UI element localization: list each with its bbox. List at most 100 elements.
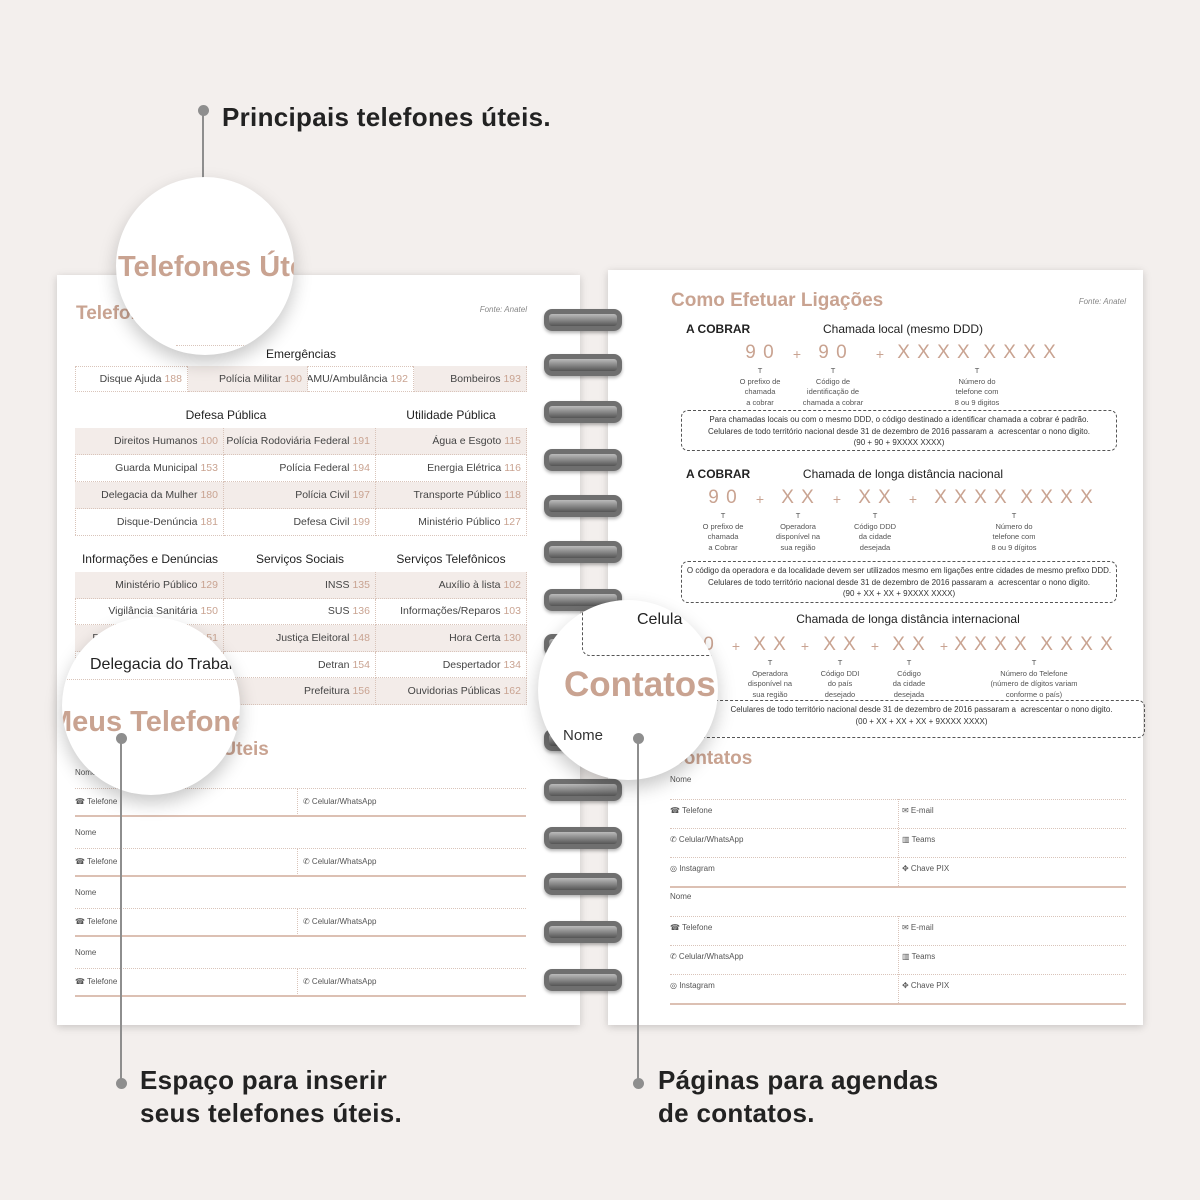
dial-digits: X X X X X X X X xyxy=(954,634,1114,655)
phone-entry: Direitos Humanos 100 xyxy=(75,428,224,455)
entry-number: 102 xyxy=(503,578,521,591)
digit-caption: T Operadora disponível na sua região xyxy=(747,658,793,699)
divider xyxy=(898,799,899,886)
contact-field-label: ☎ Telefone xyxy=(670,923,713,932)
divider xyxy=(176,345,294,346)
info-note: Celulares de todo território nacional de… xyxy=(698,700,1145,738)
plus-sign: + xyxy=(755,491,765,507)
phone-entry: Disque-Denúncia 181 xyxy=(75,509,224,536)
entry-number: 115 xyxy=(504,435,521,447)
digit-caption: T Operadora disponível na sua região xyxy=(775,511,821,552)
digit-caption: T Código de identificação de chamada a c… xyxy=(802,366,864,407)
divider xyxy=(75,935,526,937)
callout-dot xyxy=(633,1078,644,1089)
entry-label: Hora Certa xyxy=(449,631,501,644)
digit-caption: T Código da cidade desejada xyxy=(892,658,926,699)
phone-entry: Defesa Civil 199 xyxy=(224,509,376,536)
digit-caption: T Código DDD da cidade desejada xyxy=(853,511,897,552)
phone-entry: Ministério Público 127 xyxy=(376,509,527,536)
entry-number: 153 xyxy=(200,462,218,474)
entry-number: 194 xyxy=(352,462,370,474)
entry-label: Delegacia da Mulher xyxy=(101,489,198,501)
entry-number: 127 xyxy=(503,516,521,528)
name-field-label: Nome xyxy=(670,892,692,901)
section-tag: A COBRAR xyxy=(686,322,751,336)
contact-field-label: ✆ Celular/WhatsApp xyxy=(670,952,744,961)
left-page: Telefones ÚteisFonte: AnatelEmergênciasD… xyxy=(57,275,580,1025)
entry-label: Ministério Público xyxy=(115,578,198,591)
phone-entry: SUS 136 xyxy=(224,598,376,626)
spiral-ring xyxy=(544,779,622,801)
callout-dot xyxy=(633,733,644,744)
digit-caption: T Código DDI do país desejado xyxy=(820,658,860,699)
magnified-note-box xyxy=(582,600,718,656)
entry-label: Detran xyxy=(317,658,350,671)
spiral-ring xyxy=(544,969,622,991)
name-field-label: Nome xyxy=(75,828,97,837)
entry-label: Transporte Público xyxy=(413,489,502,501)
phone-field-label: ☎ Telefone xyxy=(75,857,118,866)
digit-caption: T Número do telefone com 8 ou 9 digitos xyxy=(954,366,1000,407)
phone-entry: Justiça Eleitoral 148 xyxy=(224,625,376,652)
callout-line xyxy=(202,110,204,188)
spiral-ring xyxy=(544,449,622,471)
entry-number: 192 xyxy=(390,372,408,385)
entry-label: Disque-Denúncia xyxy=(116,516,198,528)
dial-digits: X X xyxy=(823,634,857,655)
magnifier-telefones-uteis: Telefones Úteis xyxy=(116,177,294,355)
plus-sign: + xyxy=(800,638,810,654)
mobile-field-label: ✆ Celular/WhatsApp xyxy=(303,797,377,806)
spiral-ring xyxy=(544,354,622,376)
section-title: Chamada de longa distância nacional xyxy=(802,467,1004,481)
spiral-ring xyxy=(544,541,622,563)
phone-entry: Polícia Civil 197 xyxy=(224,482,376,509)
spiral-ring xyxy=(544,401,622,423)
magnified-text: Delegacia do Trabal xyxy=(90,656,233,673)
entry-label: Guarda Municipal xyxy=(115,462,198,474)
contact-field-label: ◎ Instagram xyxy=(670,864,715,873)
dial-digits: 9 0 xyxy=(745,342,775,363)
entry-label: Prefeitura xyxy=(303,685,350,698)
callout-line-1: Espaço para inserir xyxy=(140,1065,388,1095)
magnified-text: Celula xyxy=(637,611,683,628)
dial-digits: X X xyxy=(892,634,926,655)
entry-label: Justiça Eleitoral xyxy=(275,631,350,644)
entry-label: Disque Ajuda xyxy=(99,372,162,385)
section-title: Chamada de longa distância internacional xyxy=(796,612,1020,626)
phone-entry: Informações/Reparos 103 xyxy=(376,598,527,626)
mobile-field-label: ✆ Celular/WhatsApp xyxy=(303,977,377,986)
divider xyxy=(898,916,899,1003)
callout-dot xyxy=(116,1078,127,1089)
entry-label: INSS xyxy=(324,578,350,591)
phone-entry: INSS 135 xyxy=(224,572,376,599)
callout-line xyxy=(637,738,639,1083)
divider xyxy=(297,908,298,936)
entry-number: 190 xyxy=(284,372,302,385)
digit-caption: T O prefixo de chamada a cobrar xyxy=(739,366,781,407)
divider xyxy=(75,995,526,997)
info-note: O código da operadora e da localidade de… xyxy=(681,561,1117,603)
section-header: Emergências xyxy=(265,347,337,361)
section-tag: A COBRAR xyxy=(686,467,751,481)
callout-line xyxy=(120,738,122,1083)
entry-label: SAMU/Ambulância xyxy=(308,372,388,385)
phone-entry: Transporte Público 118 xyxy=(376,482,527,509)
phone-entry: Polícia Militar 190 xyxy=(188,366,308,392)
callout-line-2: de contatos. xyxy=(658,1098,815,1128)
dial-digits: X X xyxy=(781,487,815,508)
phone-entry: Despertador 134 xyxy=(376,651,527,679)
source-note: Fonte: Anatel xyxy=(1078,297,1126,306)
entry-label: Informações/Reparos xyxy=(400,605,501,618)
callout-bottom-right: Páginas para agendas de contatos. xyxy=(658,1064,939,1130)
entry-number: 162 xyxy=(503,685,521,698)
section-header: Serviços Sociais xyxy=(255,552,345,566)
entry-label: Bombeiros xyxy=(450,372,501,385)
name-field-label: Nome xyxy=(75,948,97,957)
dial-digits: X X X X X X X X xyxy=(897,342,1057,363)
entry-number: 197 xyxy=(352,489,370,501)
mobile-field-label: ✆ Celular/WhatsApp xyxy=(303,857,377,866)
phone-entry: Disque Ajuda 188 xyxy=(75,366,188,392)
phone-entry: Hora Certa 130 xyxy=(376,625,527,652)
spiral-ring xyxy=(544,827,622,849)
phone-entry: Polícia Rodoviária Federal 191 xyxy=(224,428,376,455)
